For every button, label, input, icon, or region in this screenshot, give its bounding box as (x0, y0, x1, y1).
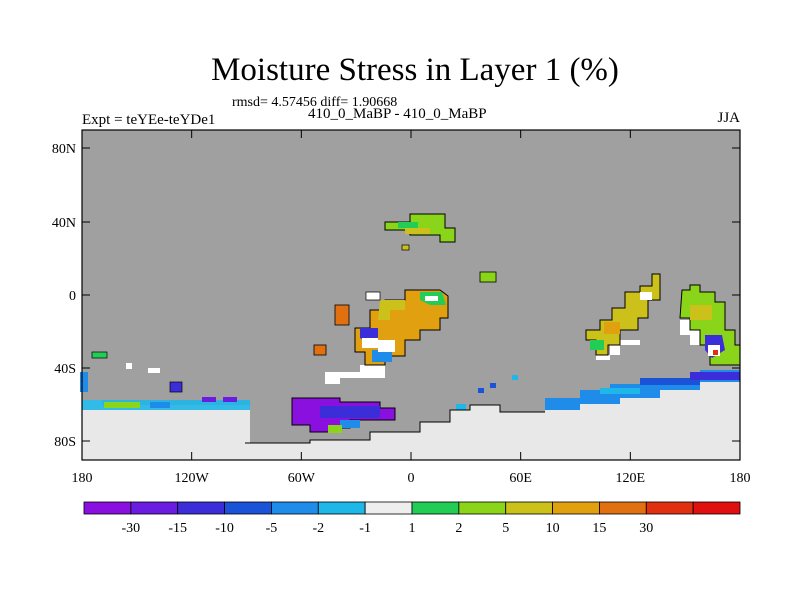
season-label: JJA (717, 110, 740, 126)
colorbar-label: 2 (455, 521, 462, 536)
colorbar: -30 -15 -10 -5 -2 -1 1 2 5 10 15 30 (83, 501, 741, 536)
colorbar-swatch (458, 501, 507, 515)
colorbar-label: -30 (122, 521, 141, 536)
lat-label: 0 (69, 289, 76, 304)
map-ticks: 80N 40N 0 40S 80S 180 120W 60W 0 60E 120E 180 (52, 130, 751, 486)
white-patch-south-america (325, 365, 385, 384)
colorbar-swatch (224, 501, 272, 515)
colorbar-label: 5 (502, 521, 509, 536)
white-patch-small-2 (148, 368, 160, 373)
colorbar-label: -2 (312, 521, 324, 536)
colorbar-label: -10 (215, 521, 234, 536)
colorbar-label: 30 (639, 521, 653, 536)
colorbar-label: 1 (409, 521, 416, 536)
colorbar-swatch (645, 501, 694, 515)
lon-label: 120E (616, 471, 646, 486)
anomaly-patches (80, 213, 741, 433)
rmsd-diff-text: rmsd= 4.57456 diff= 1.90668 (232, 95, 398, 110)
lon-label: 120W (175, 471, 210, 486)
lon-label: 60E (509, 471, 532, 486)
chart-title: Moisture Stress in Layer 1 (%) (211, 52, 619, 88)
colorbar-swatch (599, 501, 647, 515)
lat-label: 80S (54, 435, 76, 450)
lat-label: 40N (52, 216, 76, 231)
colorbar-label: 10 (546, 521, 560, 536)
runs-label: 410_0_MaBP - 410_0_MaBP (308, 106, 487, 122)
colorbar-swatch (692, 501, 741, 515)
lon-label: 180 (730, 471, 751, 486)
colorbar-swatch (271, 501, 319, 515)
lat-label: 40S (54, 362, 76, 377)
lon-label: 0 (408, 471, 415, 486)
colorbar-swatch (130, 501, 179, 515)
lat-label: 80N (52, 142, 76, 157)
lon-label: 180 (72, 471, 93, 486)
colorbar-swatch (317, 501, 366, 515)
colorbar-swatch (411, 501, 460, 515)
colorbar-swatch (552, 501, 600, 515)
colorbar-label: -1 (359, 521, 371, 536)
colorbar-label: -5 (266, 521, 278, 536)
southern-ocean (82, 370, 740, 460)
colorbar-swatch (177, 501, 225, 515)
colorbar-swatch (505, 501, 553, 515)
white-patch-small (126, 363, 132, 369)
colorbar-swatch (83, 501, 132, 515)
lon-label: 60W (288, 471, 316, 486)
coastline-antarctica (245, 404, 545, 444)
experiment-label: Expt = teYEe-teYDe1 (82, 112, 216, 128)
map-panel: 80N 40N 0 40S 80S 180 120W 60W 0 60E 120E 180 (52, 129, 751, 486)
colorbar-label: -15 (168, 521, 187, 536)
colorbar-swatch (364, 501, 413, 515)
colorbar-label: 15 (592, 521, 606, 536)
